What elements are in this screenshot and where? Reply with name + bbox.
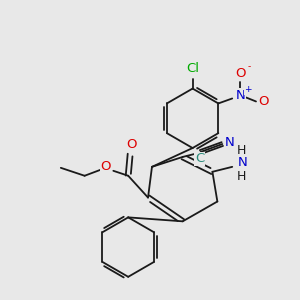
Text: O: O: [100, 160, 111, 173]
Text: N: N: [224, 136, 234, 148]
Text: O: O: [126, 138, 136, 151]
Text: O: O: [259, 95, 269, 108]
Text: C: C: [195, 152, 204, 165]
Text: H: H: [236, 143, 246, 157]
Text: O: O: [235, 67, 245, 80]
Text: N: N: [237, 156, 247, 170]
Text: H: H: [236, 170, 246, 183]
Text: +: +: [244, 85, 252, 94]
Text: Cl: Cl: [186, 62, 199, 75]
Text: -: -: [248, 62, 251, 71]
Text: N: N: [235, 89, 245, 102]
